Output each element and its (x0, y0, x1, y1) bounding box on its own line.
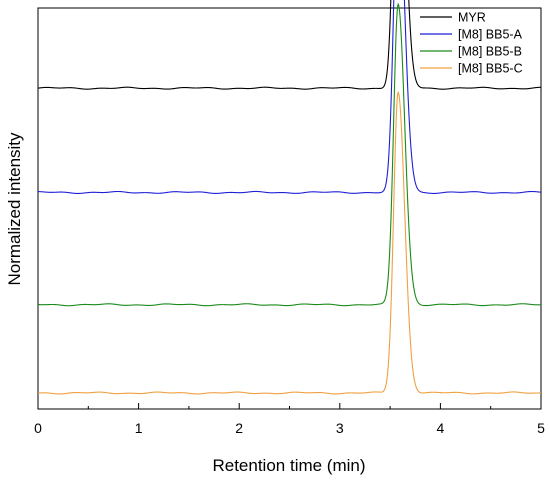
y-axis-label: Normalized intensity (5, 132, 24, 286)
x-axis-label: Retention time (min) (212, 456, 365, 475)
series-line-2 (37, 2, 542, 307)
x-tick-label: 4 (437, 420, 445, 436)
series-line-0 (37, 0, 541, 90)
x-tick-label: 0 (34, 420, 42, 436)
legend-label-3: [M8] BB5-C (458, 62, 523, 76)
x-tick-label: 1 (135, 420, 143, 436)
x-tick-label: 5 (537, 420, 545, 436)
series-line-1 (37, 0, 542, 194)
x-axis: 0 1 2 3 4 5 (34, 403, 545, 436)
x-tick-label: 3 (336, 420, 344, 436)
legend-label-1: [M8] BB5-A (458, 28, 523, 42)
series-layer (37, 0, 542, 395)
x-tick-label: 2 (235, 420, 243, 436)
series-line-3 (37, 90, 542, 395)
legend-label-2: [M8] BB5-B (458, 45, 522, 59)
legend-label-0: MYR (458, 11, 486, 25)
legend: MYR [M8] BB5-A [M8] BB5-B [M8] BB5-C (420, 11, 523, 76)
